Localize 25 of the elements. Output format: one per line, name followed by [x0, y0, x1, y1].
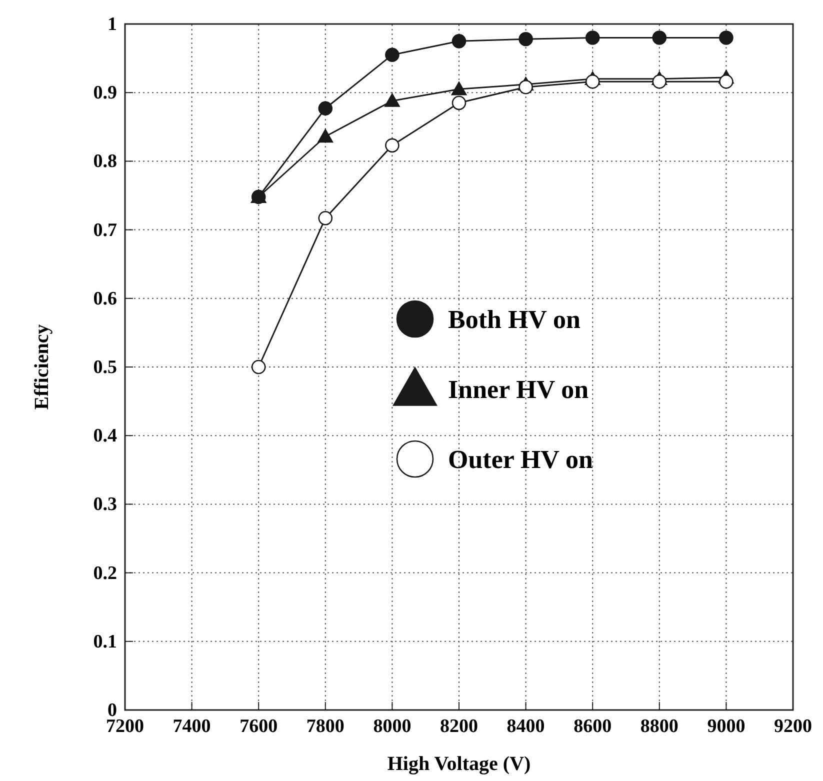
y-tick-label: 1: [108, 14, 117, 35]
y-tick-label: 0.8: [93, 151, 117, 172]
x-tick-label: 8000: [373, 716, 412, 737]
y-tick-label: 0.1: [93, 631, 117, 652]
x-tick-label: 7800: [306, 716, 344, 737]
legend-label: Inner HV on: [448, 375, 590, 404]
x-tick-label: 7400: [172, 716, 211, 737]
y-tick-label: 0.5: [93, 357, 117, 378]
x-tick-label: 9200: [774, 716, 812, 737]
x-tick-label: 7600: [240, 716, 278, 737]
legend-label: Both HV on: [448, 305, 581, 334]
x-tick-label: 8200: [440, 716, 478, 737]
x-tick-label: 8600: [574, 716, 612, 737]
y-tick-label: 0.9: [93, 82, 117, 104]
x-tick-label: 8400: [506, 716, 545, 737]
x-tick-label: 9000: [707, 716, 746, 737]
x-tick-label: 8800: [640, 716, 678, 737]
y-tick-label: 0.4: [93, 426, 118, 447]
y-axis-title: Efficiency: [31, 324, 53, 410]
y-tick-label: 0.6: [93, 288, 117, 310]
y-tick-label: 0.2: [93, 562, 117, 584]
x-axis-title: High Voltage (V): [387, 753, 531, 775]
y-tick-label: 0.7: [93, 220, 118, 241]
y-tick-label: 0.3: [93, 494, 117, 516]
legend-label: Outer HV on: [448, 445, 594, 474]
